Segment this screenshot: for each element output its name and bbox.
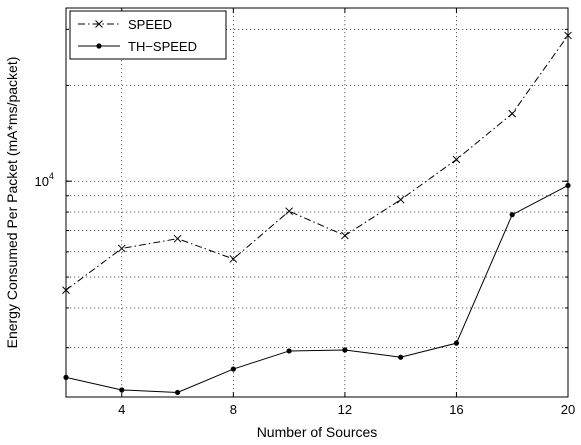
x-tick-label: 16 xyxy=(449,402,463,417)
y-tick-label: 104 xyxy=(35,171,54,189)
series-line-speed xyxy=(65,35,569,291)
legend-marker xyxy=(95,20,103,28)
data-point-stroke xyxy=(452,155,461,164)
y-axis-label-group: Energy Consumed Per Packet (mA*ms/packet… xyxy=(4,57,20,349)
data-point xyxy=(452,155,461,164)
x-tick-label: 8 xyxy=(230,402,237,417)
data-point-stroke xyxy=(396,195,405,204)
grid-lines xyxy=(66,8,568,397)
data-point xyxy=(342,347,348,353)
data-point xyxy=(119,387,125,393)
x-tick-label: 20 xyxy=(561,402,575,417)
data-point-stroke xyxy=(173,234,182,243)
legend-marker-stroke xyxy=(95,20,103,28)
data-point-stroke xyxy=(229,255,238,263)
data-point xyxy=(230,366,236,372)
legend-marker xyxy=(96,43,102,49)
data-point xyxy=(229,255,238,263)
x-tick-label: 12 xyxy=(338,402,352,417)
series-layer xyxy=(62,31,572,396)
data-point-stroke xyxy=(117,244,126,253)
data-point xyxy=(174,389,181,396)
data-point xyxy=(117,244,126,253)
data-point xyxy=(398,354,404,360)
data-point xyxy=(396,195,405,204)
y-axis-label: Energy Consumed Per Packet (mA*ms/packet… xyxy=(4,57,20,349)
data-point-stroke xyxy=(285,207,293,216)
plot-frame xyxy=(65,7,569,398)
legend-box xyxy=(69,10,227,60)
y-tick-label-exponent: 4 xyxy=(49,171,54,181)
data-point xyxy=(453,340,460,346)
data-point xyxy=(508,109,517,118)
legend-label: TH−SPEED xyxy=(128,39,197,54)
data-point-stroke xyxy=(508,109,517,118)
data-point-stroke xyxy=(341,231,349,240)
data-point xyxy=(285,207,293,216)
data-point xyxy=(173,234,182,243)
y-tick-label-base: 10 xyxy=(35,174,49,189)
data-point xyxy=(509,212,515,218)
data-point xyxy=(286,348,292,354)
legend-label: SPEED xyxy=(128,17,172,32)
legend: SPEED TH−SPEED xyxy=(69,10,227,60)
data-point xyxy=(341,231,349,240)
series-line-th-speed xyxy=(65,184,569,393)
x-axis-label: Number of Sources xyxy=(257,424,378,440)
x-tick-label: 4 xyxy=(118,402,125,417)
